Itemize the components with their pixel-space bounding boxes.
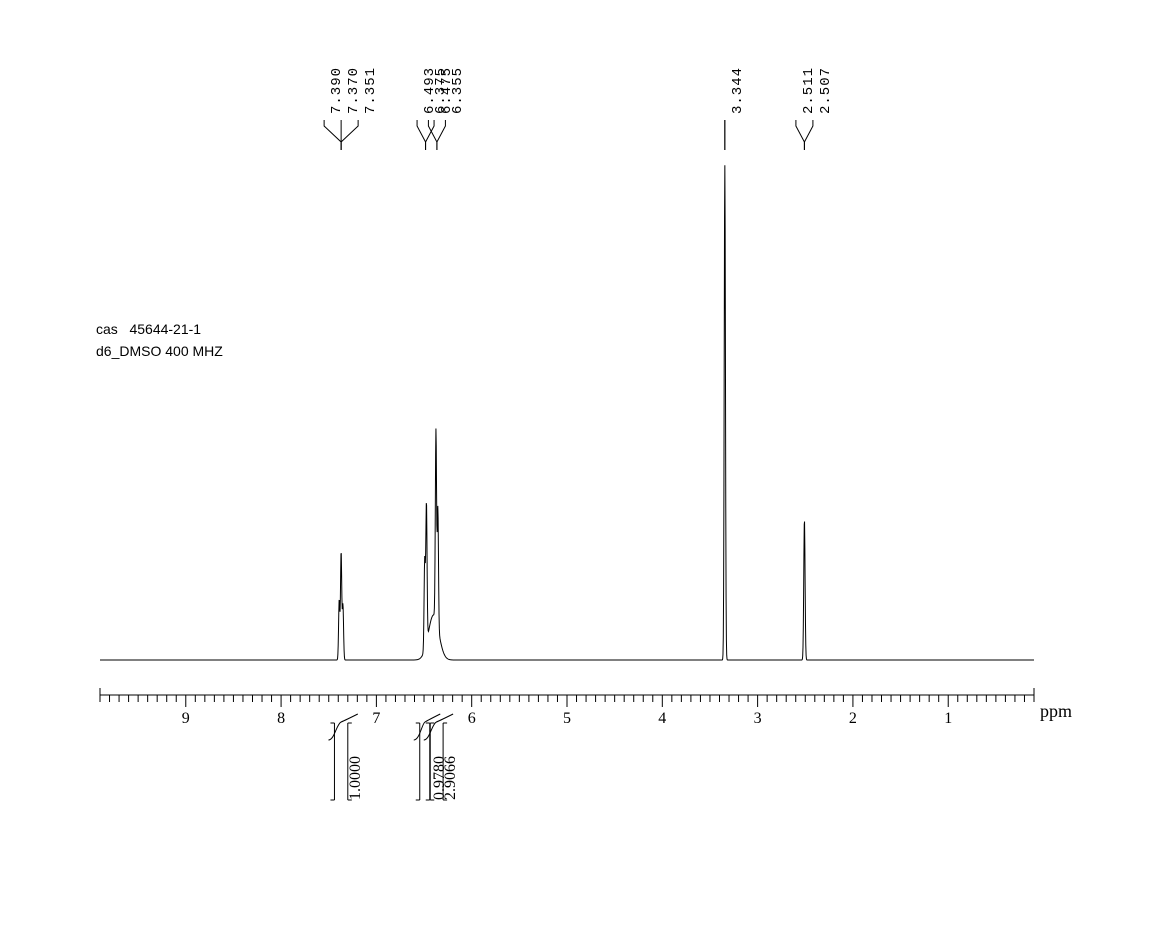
peak-ppm-label: 2.511 [801,67,817,114]
peak-ppm-label: 7.351 [363,67,379,114]
axis-tick-label: 9 [176,710,196,728]
spectrum-svg [0,0,1170,952]
axis-tick-label: 1 [938,710,958,728]
peak-ppm-label: 6.355 [450,67,466,114]
nmr-spectrum: cas 45644-21-1 d6_DMSO 400 MHZ ppm 9 8 7 6 5… [0,0,1170,952]
peak-ppm-label: 7.390 [329,67,345,114]
info-line-2: d6_DMSO 400 MHZ [96,343,223,359]
axis-tick-label: 7 [366,710,386,728]
axis-tick-label: 2 [843,710,863,728]
axis-tick-label: 5 [557,710,577,728]
integral-value: 1.0000 [347,756,365,800]
peak-ppm-label: 2.507 [818,67,834,114]
axis-unit-label: ppm [1040,701,1072,722]
integral-value: 2.9066 [442,756,460,800]
axis-tick-label: 3 [748,710,768,728]
axis-tick-label: 8 [271,710,291,728]
info-cas-label: cas [96,321,118,337]
info-line-1: cas 45644-21-1 [96,321,201,337]
info-cas-value: 45644-21-1 [129,321,201,337]
peak-ppm-label: 3.344 [730,67,746,114]
peak-ppm-label: 7.370 [346,67,362,114]
axis-tick-label: 4 [652,710,672,728]
peak-ppm-label: 6.375 [433,67,449,114]
axis-tick-label: 6 [462,710,482,728]
